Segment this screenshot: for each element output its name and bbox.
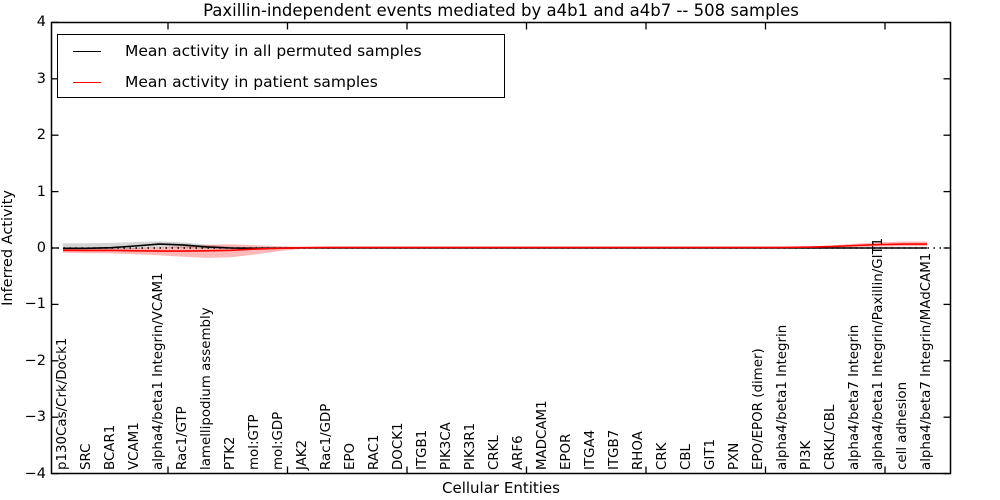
x-axis-title: Cellular Entities	[442, 479, 560, 497]
y-tick-label: 1	[36, 183, 46, 200]
x-tick-label: EPOR	[559, 433, 574, 470]
x-tick-label: EPO/EPOR (dimer)	[751, 348, 766, 470]
x-tick-label: PTK2	[223, 436, 238, 470]
x-tick-label: alpha4/beta1 Integrin/Paxillin/GIT1	[871, 237, 886, 470]
x-tick-label: cell adhesion	[895, 381, 910, 470]
y-tick-label: −4	[24, 465, 46, 482]
black-line-sample-icon	[73, 50, 101, 52]
y-tick-label: 3	[36, 70, 46, 87]
x-tick-label: ARF6	[511, 435, 526, 470]
chart-title: Paxillin-independent events mediated by …	[203, 1, 799, 20]
legend-entry-patient: Mean activity in patient samples	[58, 67, 504, 97]
x-tick-label: MADCAM1	[535, 400, 550, 470]
x-tick-label: RHOA	[631, 431, 646, 470]
x-tick-label: JAK2	[295, 439, 310, 470]
red-line-sample-icon	[73, 81, 101, 83]
x-tick-label: PI3K	[799, 440, 814, 470]
legend-label-permuted: Mean activity in all permuted samples	[125, 42, 422, 60]
x-tick-label: DOCK1	[391, 422, 406, 470]
y-tick-label: −3	[24, 409, 46, 426]
x-tick-label: ITGB1	[415, 429, 430, 470]
x-tick-label: CRKL	[487, 435, 502, 470]
x-tick-label: CRKL/CBL	[823, 404, 838, 470]
x-tick-label: RAC1	[367, 434, 382, 470]
x-tick-label: ITGA4	[583, 429, 598, 470]
legend-label-patient: Mean activity in patient samples	[125, 73, 378, 91]
x-tick-label: PXN	[727, 442, 742, 470]
x-tick-label: EPO	[343, 442, 358, 470]
x-tick-label: Rac1/GTP	[175, 406, 190, 470]
x-tick-label: BCAR1	[103, 424, 118, 470]
x-tick-label: VCAM1	[127, 422, 142, 470]
x-tick-label: mol:GDP	[271, 411, 286, 470]
x-tick-label: PIK3R1	[463, 422, 478, 470]
x-tick-label: alpha4/beta1 Integrin	[775, 324, 790, 470]
x-tick-label: alpha4/beta1 Integrin/VCAM1	[151, 272, 166, 470]
x-tick-label: alpha4/beta7 Integrin/MAdCAM1	[919, 252, 934, 470]
y-tick-label: 2	[36, 127, 46, 144]
legend-entry-permuted: Mean activity in all permuted samples	[58, 36, 504, 66]
x-tick-label: alpha4/beta7 Integrin	[847, 324, 862, 470]
x-tick-label: SRC	[79, 443, 94, 471]
x-tick-label: mol:GTP	[247, 414, 262, 470]
y-tick-label: 0	[36, 240, 46, 256]
x-tick-label: CBL	[679, 444, 694, 470]
x-tick-label: GIT1	[703, 438, 718, 470]
mean-line	[62, 243, 927, 252]
x-tick-label: lamellipodium assembly	[199, 307, 214, 470]
y-tick-label: −1	[24, 296, 46, 313]
y-tick-label: 4	[36, 14, 46, 31]
x-tick-label: PIK3CA	[439, 422, 454, 470]
x-tick-label: Rac1/GDP	[319, 403, 334, 470]
x-tick-label: ITGB7	[607, 429, 622, 470]
x-tick-label: p130Cas/Crk/Dock1	[55, 337, 70, 470]
legend: Mean activity in all permuted samples Me…	[57, 34, 505, 98]
x-tick-label: CRK	[655, 442, 670, 470]
y-tick-label: −2	[24, 352, 46, 369]
